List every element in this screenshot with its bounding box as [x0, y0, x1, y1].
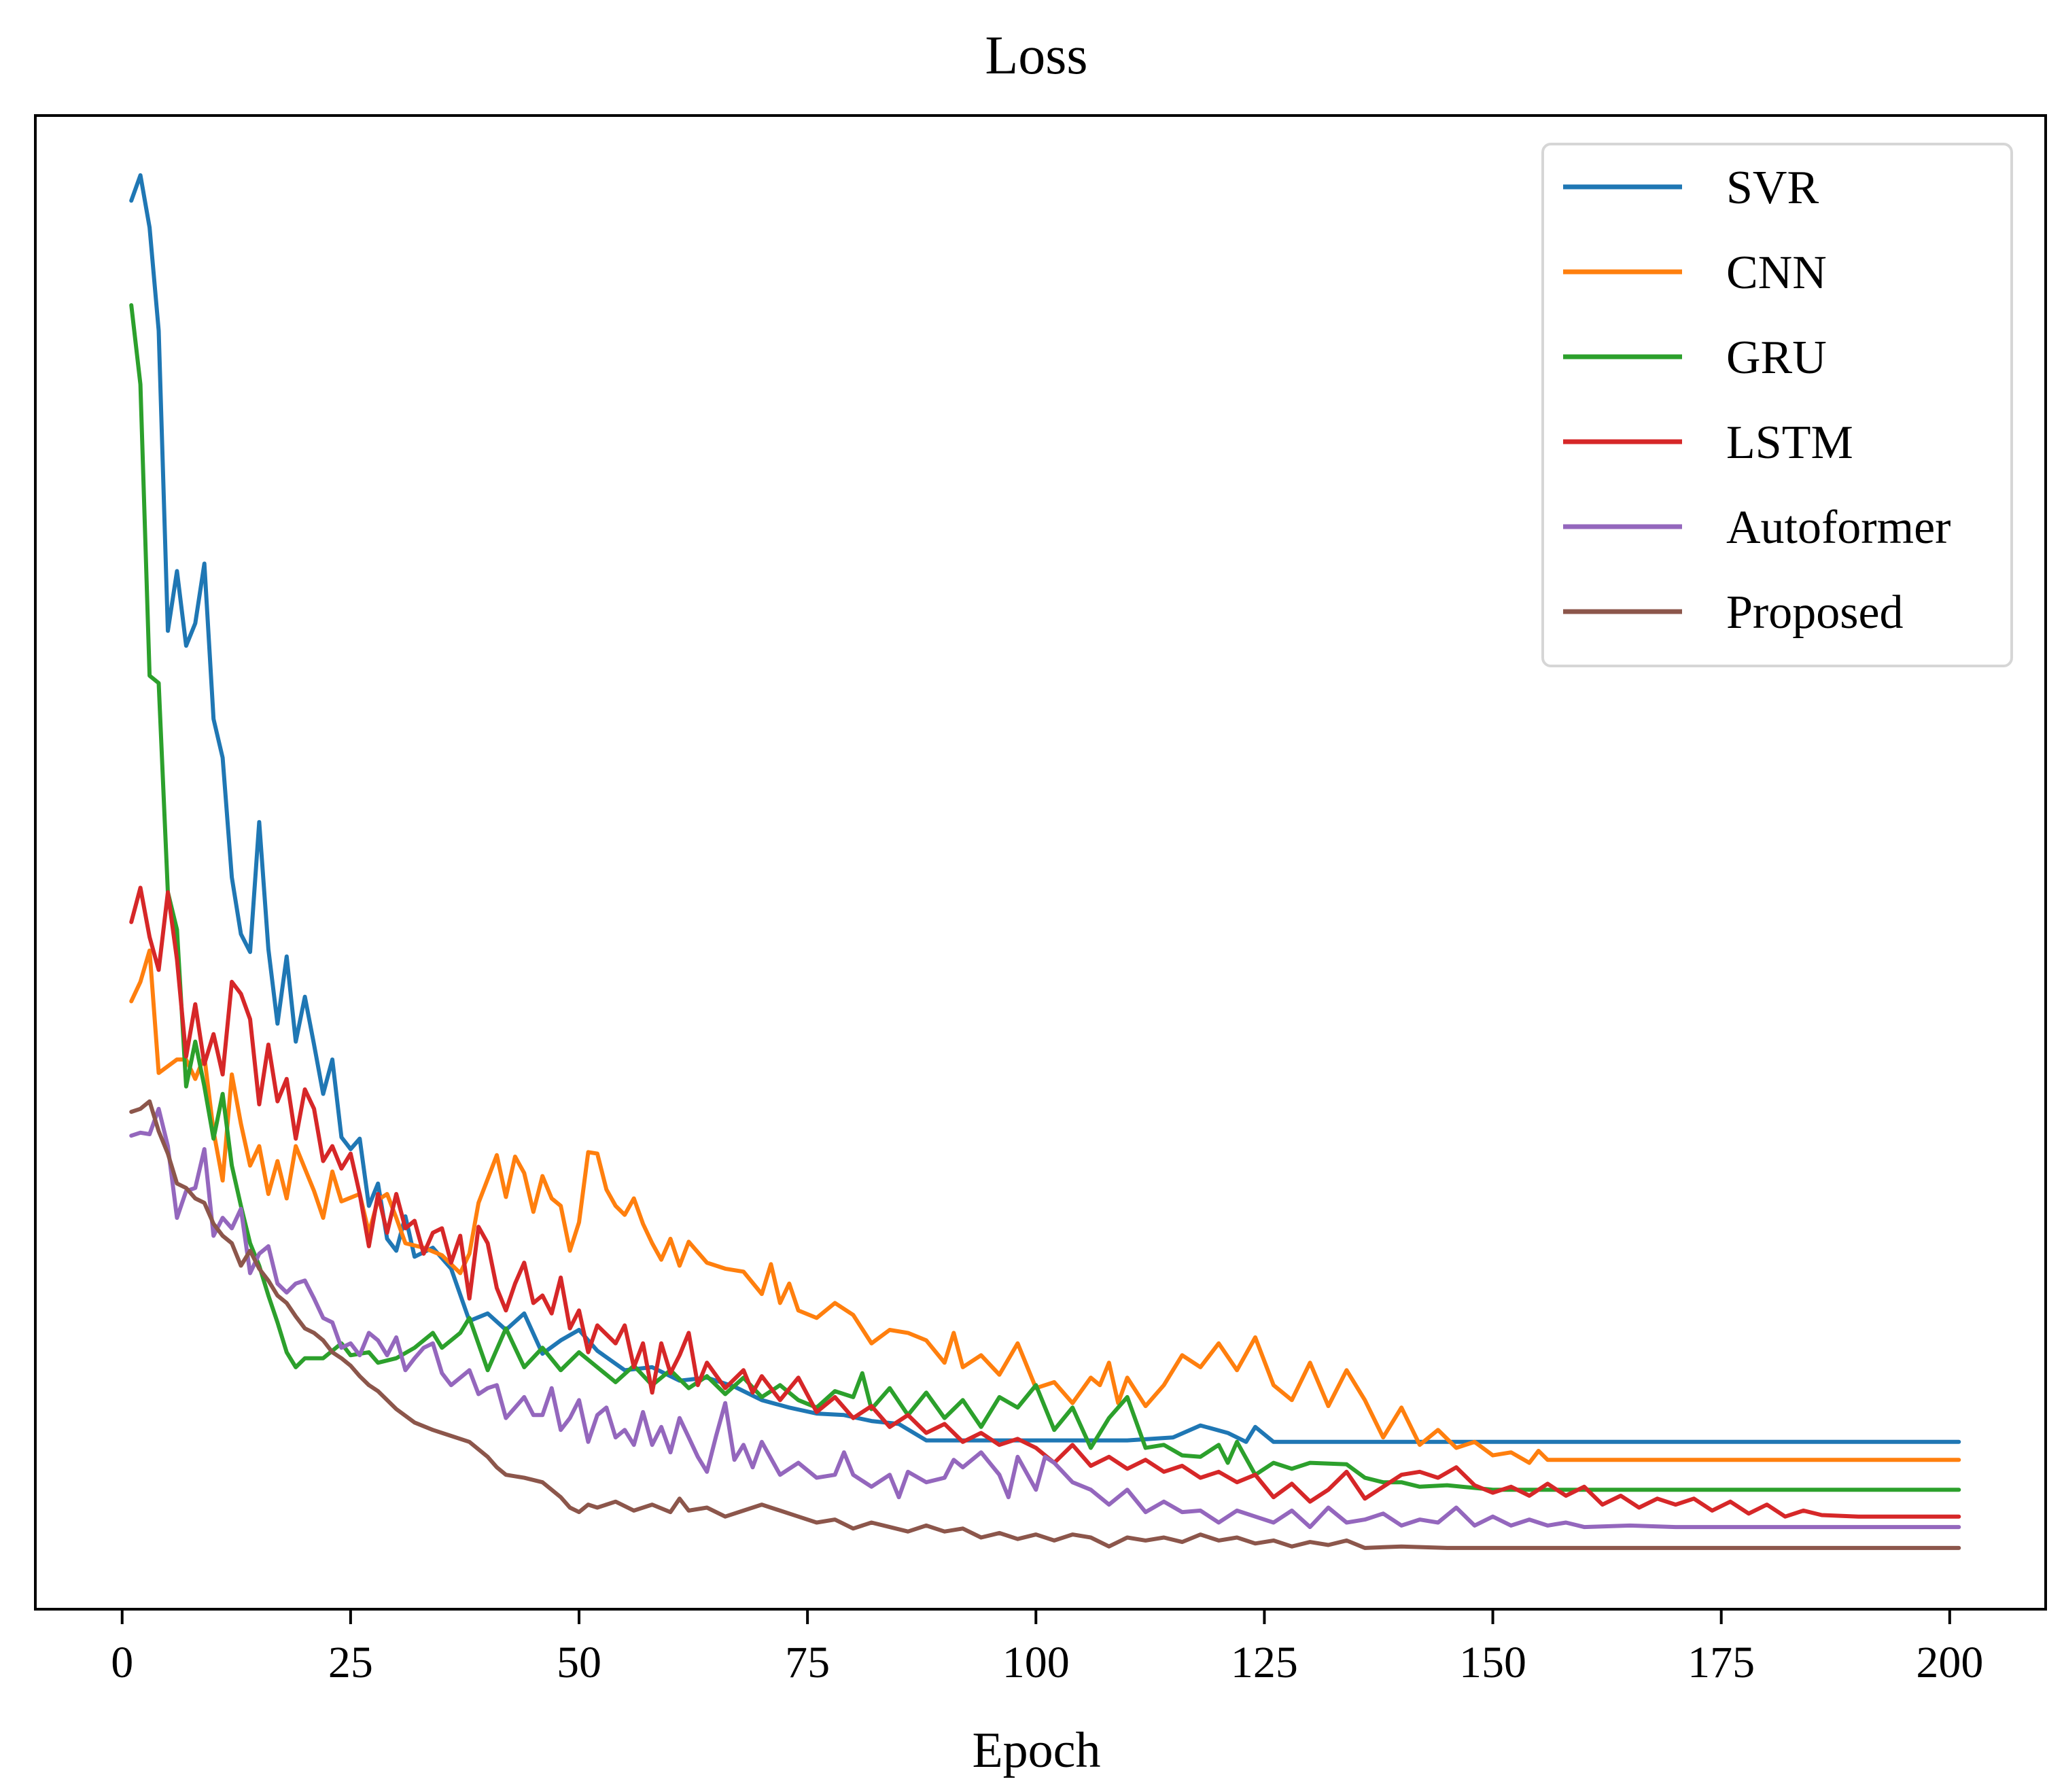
legend-label-svr: SVR	[1726, 162, 1819, 214]
x-tick-label: 175	[1687, 1638, 1755, 1687]
series-line-lstm	[129, 885, 1961, 1519]
series-line-autoformer	[129, 1106, 1961, 1530]
x-axis-label: Epoch	[972, 1723, 1100, 1778]
x-tick-label: 100	[1002, 1638, 1070, 1687]
x-tick-label: 75	[785, 1638, 830, 1687]
x-tick-label: 150	[1459, 1638, 1526, 1687]
legend-label-gru: GRU	[1726, 332, 1827, 384]
series-line-cnn	[129, 948, 1961, 1465]
legend: SVR CNN GRU LSTM Autoformer Proposed	[1541, 143, 2013, 667]
plot-frame	[34, 114, 2047, 1611]
series-line-proposed	[129, 1099, 1961, 1550]
x-tick-label: 0	[111, 1638, 133, 1687]
legend-label-proposed: Proposed	[1726, 586, 1904, 639]
x-tick-label: 125	[1231, 1638, 1298, 1687]
legend-box	[1541, 143, 2013, 667]
series-layer	[129, 173, 1961, 1550]
x-tick-label: 25	[328, 1638, 373, 1687]
legend-label-autoformer: Autoformer	[1726, 502, 1951, 554]
chart-title: Loss	[985, 26, 1087, 86]
x-tick-label: 200	[1916, 1638, 1983, 1687]
x-axis-ticks: 0 25 50 75 100 125 150 175 200	[111, 1609, 1983, 1687]
legend-label-cnn: CNN	[1726, 247, 1827, 299]
x-tick-label: 50	[557, 1638, 601, 1687]
legend-label-lstm: LSTM	[1726, 417, 1853, 469]
